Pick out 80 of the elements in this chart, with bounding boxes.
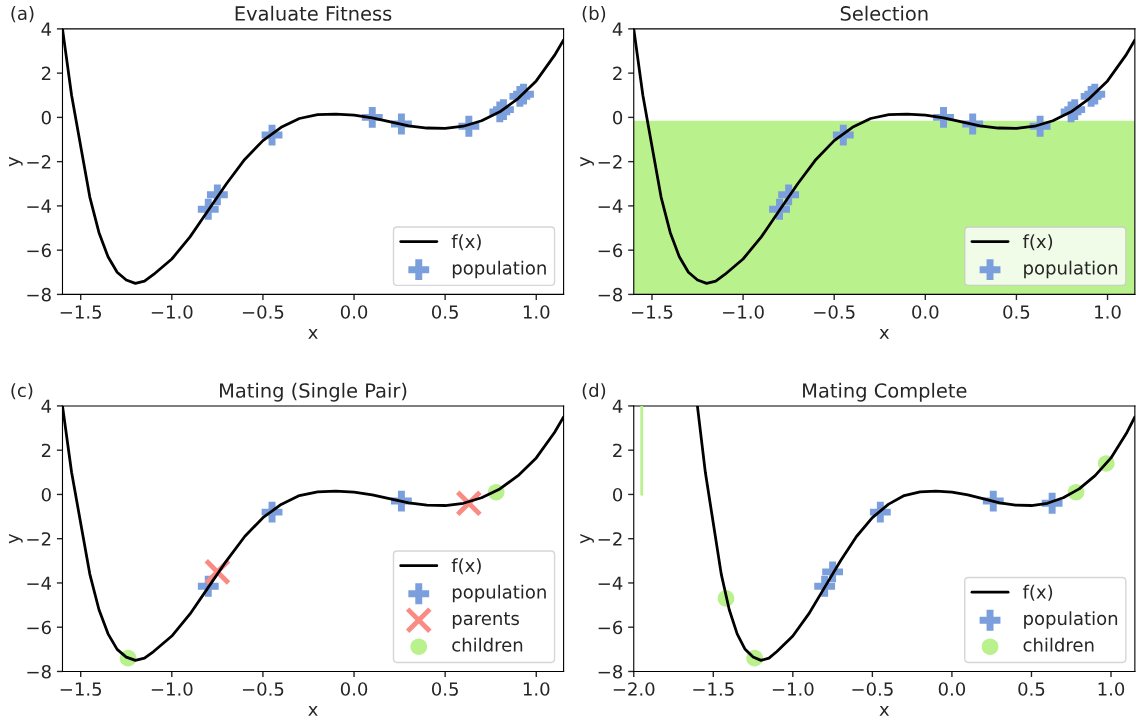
y-tick-label: 0 (41, 487, 51, 502)
y-tick-label: −4 (27, 576, 52, 590)
legend-label: parents (452, 612, 519, 629)
chart-title: Selection (840, 5, 928, 21)
y-tick-label: 0 (613, 487, 623, 502)
x-tick-label: 0.0 (340, 305, 368, 319)
y-axis-title: y (9, 156, 23, 167)
y-tick-label: 4 (612, 22, 623, 36)
chart-title: Evaluate Fitness (235, 5, 392, 21)
x-tick-label: −1.0 (772, 682, 814, 696)
x-tick-label: −1.0 (723, 305, 764, 319)
y-tick-label: −6 (598, 620, 623, 635)
x-tick-label: 0.5 (431, 305, 458, 319)
y-tick-label: −4 (27, 199, 52, 213)
x-tick-label: −1.5 (60, 682, 102, 696)
y-tick-label: 4 (41, 22, 52, 36)
x-tick-label: 0.0 (938, 682, 966, 696)
x-tick-label: 0.5 (1003, 305, 1030, 319)
x-tick-label: 1.0 (1098, 682, 1125, 696)
y-tick-label: −8 (598, 664, 623, 679)
x-tick-label: 1.0 (523, 305, 550, 319)
x-tick-label: −1.5 (631, 305, 673, 319)
x-tick-label: −0.5 (814, 305, 855, 319)
y-tick-label: −2 (27, 155, 51, 169)
y-tick-label: −6 (598, 243, 623, 258)
x-tick-label: 1.0 (523, 682, 550, 696)
legend-label: population (1024, 611, 1118, 629)
y-axis-title: y (580, 156, 594, 167)
x-axis-title: x (879, 705, 890, 716)
y-tick-label: −2 (598, 155, 622, 169)
y-axis-title: y (9, 533, 23, 544)
x-tick-label: 1.0 (1095, 305, 1121, 319)
y-tick-label: 2 (41, 443, 51, 458)
y-tick-label: −2 (598, 532, 622, 546)
legend-label: population (452, 260, 546, 279)
x-axis-title: x (308, 328, 318, 339)
y-tick-label: −6 (27, 620, 51, 635)
y-tick-label: −8 (598, 287, 623, 302)
x-tick-label: 0.5 (1018, 682, 1045, 696)
x-tick-label: −0.5 (242, 682, 284, 696)
x-axis-title: x (308, 705, 318, 716)
y-tick-label: −4 (598, 199, 623, 213)
legend-label: f(x) (451, 234, 481, 251)
x-tick-label: −0.5 (852, 682, 893, 696)
y-tick-label: −4 (598, 576, 623, 590)
y-axis-title: y (580, 533, 594, 544)
text: (d) (582, 383, 606, 400)
legend-label: children (452, 637, 523, 652)
x-tick-label: −1.5 (693, 682, 734, 696)
legend-label: population (1024, 260, 1118, 279)
x-tick-label: −1.0 (151, 305, 193, 319)
y-tick-label: 2 (41, 66, 51, 80)
legend-label: children (1023, 637, 1094, 652)
x-axis-title: x (879, 328, 890, 339)
legend-label: f(x) (1022, 234, 1053, 251)
x-tick-label: −0.5 (242, 305, 284, 319)
x-tick-label: −1.5 (60, 305, 102, 319)
text: (a) (11, 6, 34, 23)
y-tick-label: −2 (27, 532, 51, 546)
x-tick-label: −1.0 (151, 682, 193, 696)
legend-label: f(x) (451, 558, 481, 575)
chart-title: Mating (Single Pair) (220, 382, 407, 402)
y-tick-label: 2 (613, 443, 622, 458)
x-tick-label: 0.0 (340, 682, 368, 696)
legend-label: f(x) (1022, 584, 1053, 601)
y-tick-label: 4 (41, 399, 52, 413)
x-tick-label: −2.0 (613, 682, 655, 696)
text: (c) (11, 383, 33, 400)
y-tick-label: 0 (613, 110, 623, 125)
y-tick-label: −6 (27, 243, 51, 258)
x-tick-label: 0.5 (431, 682, 458, 696)
y-tick-label: −8 (27, 287, 51, 302)
y-tick-label: −8 (27, 664, 51, 679)
y-tick-label: 4 (612, 399, 623, 413)
text: (b) (582, 6, 606, 23)
legend-label: population (452, 584, 546, 603)
x-tick-label: 0.0 (912, 305, 939, 319)
y-tick-label: 2 (613, 66, 622, 80)
chart-title: Mating Complete (803, 382, 967, 402)
y-tick-label: 0 (41, 110, 51, 125)
